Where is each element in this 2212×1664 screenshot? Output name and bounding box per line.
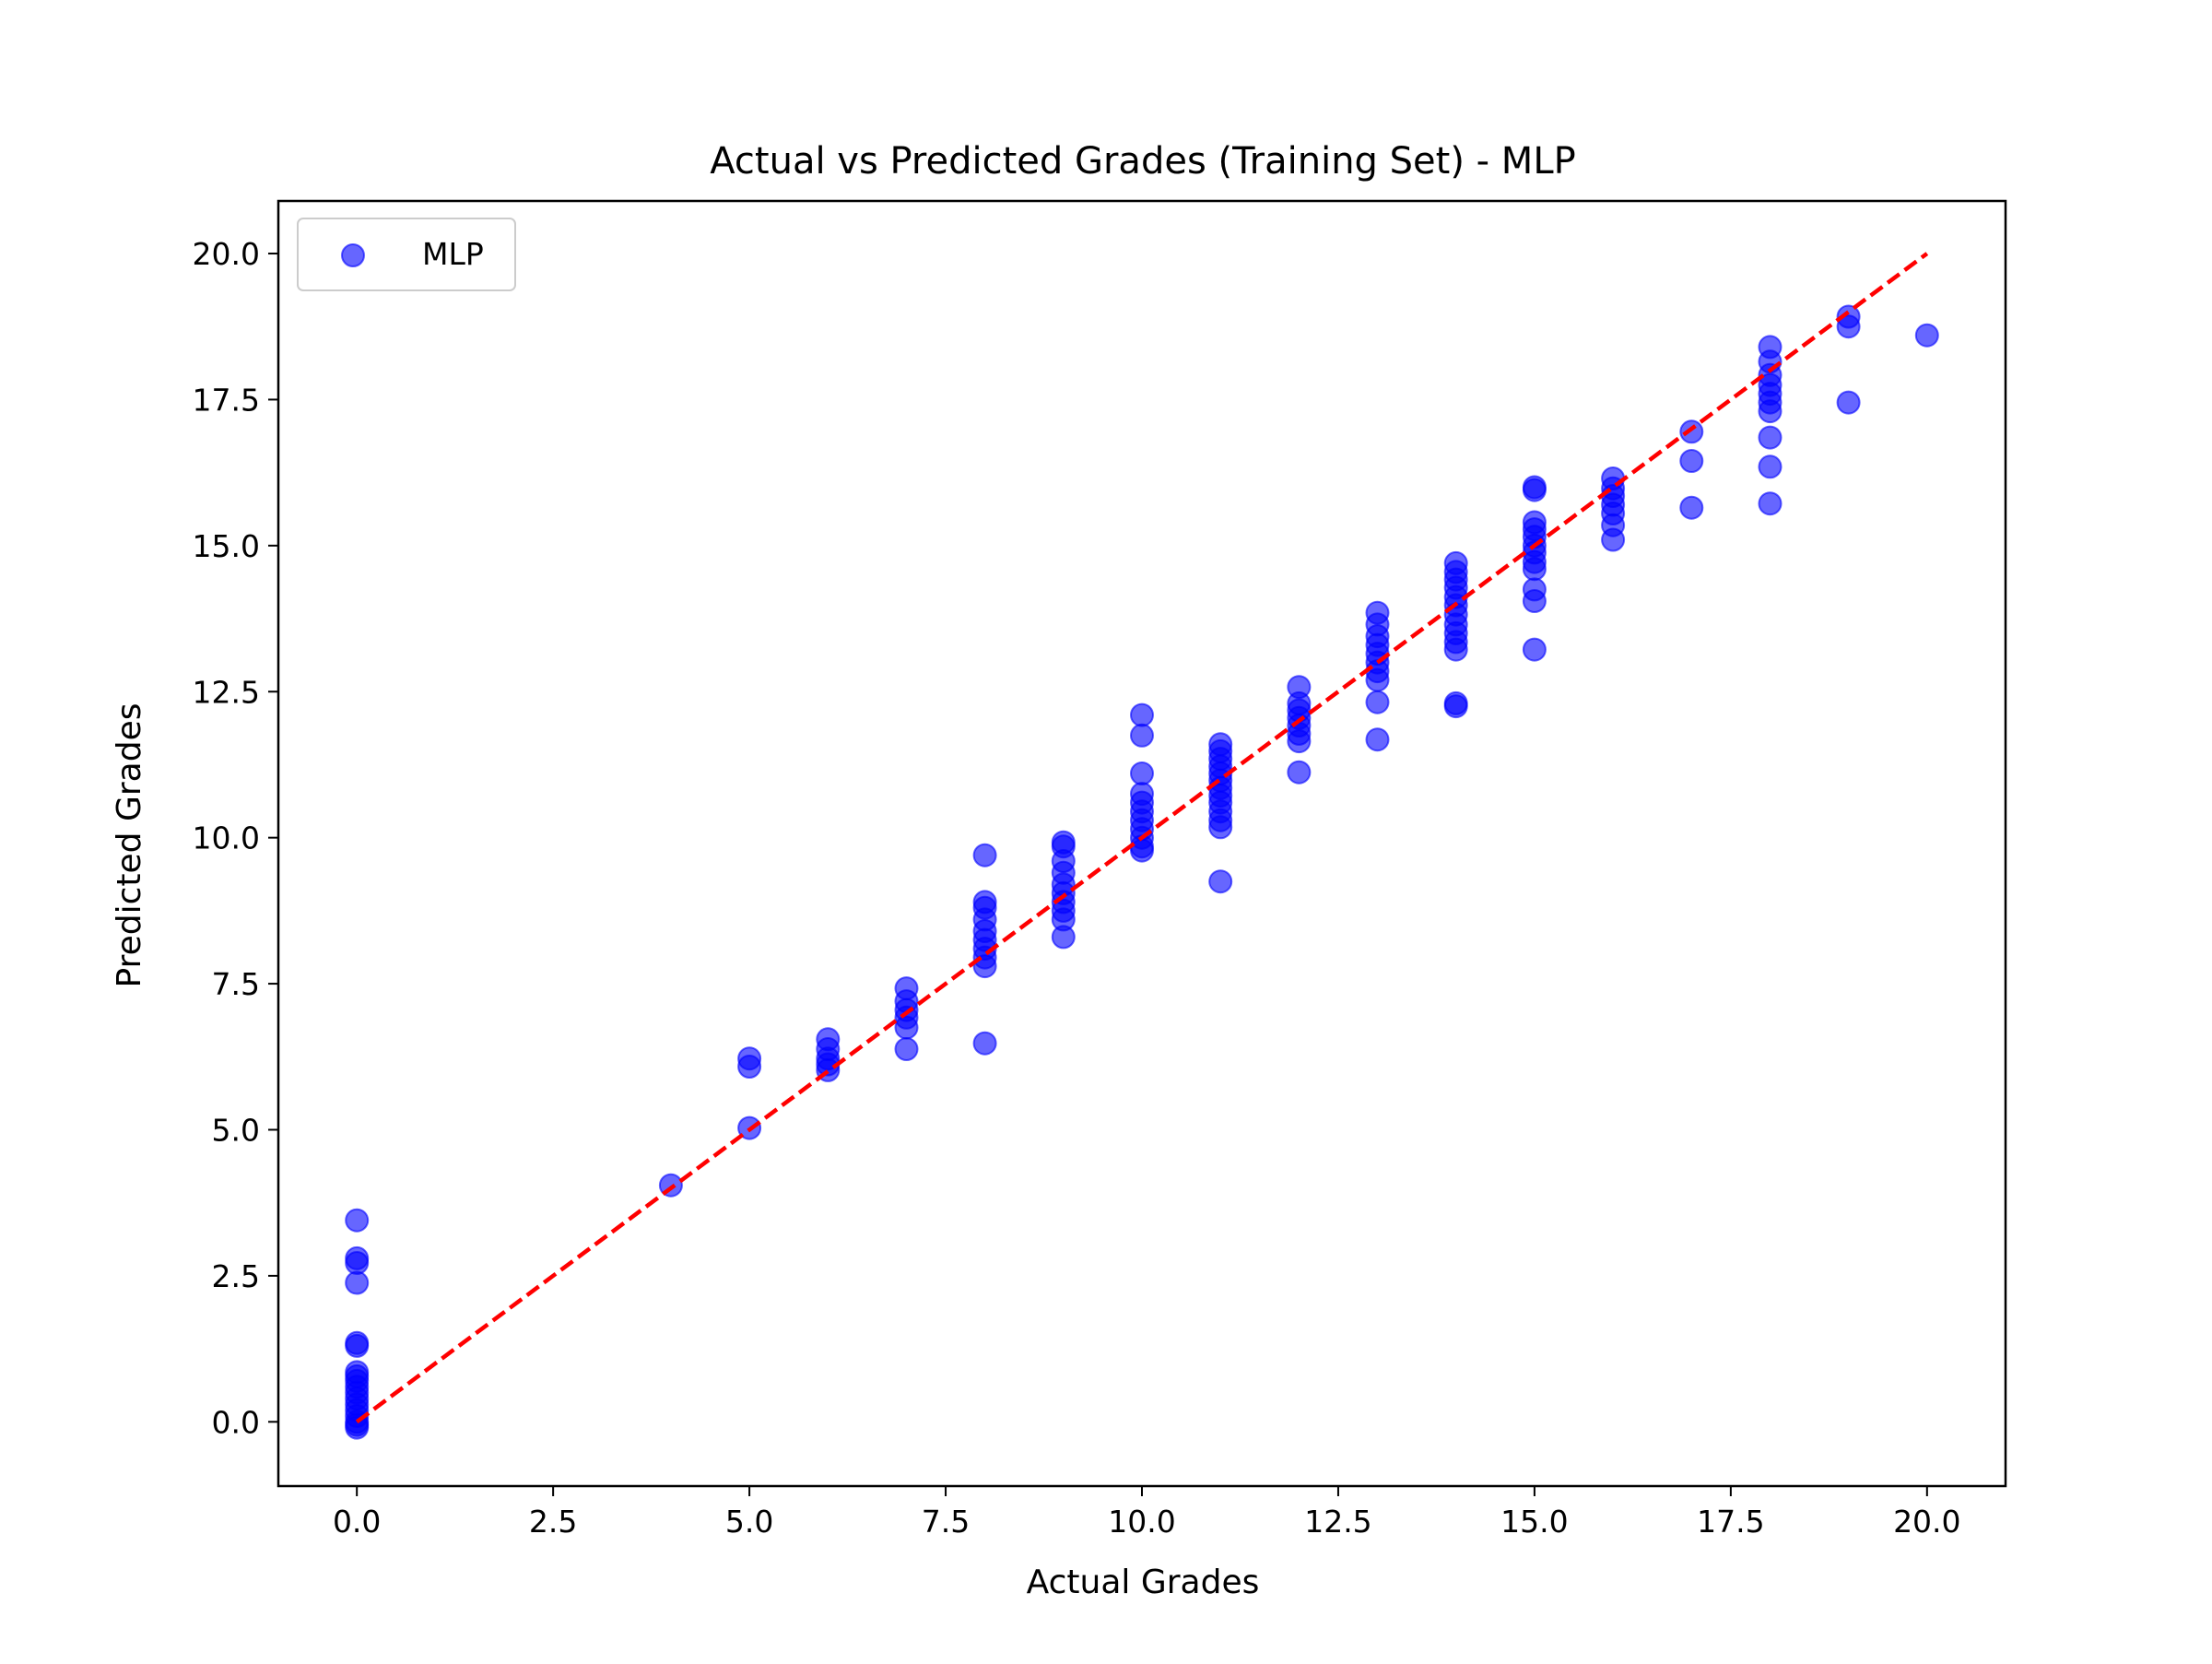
data-point xyxy=(1914,323,1939,348)
x-tick-label: 2.5 xyxy=(529,1504,577,1540)
data-point xyxy=(1836,314,1861,339)
data-point xyxy=(1130,838,1154,863)
y-tick-label: 5.0 xyxy=(212,1112,260,1148)
data-point xyxy=(1130,702,1154,727)
data-point xyxy=(1287,729,1312,754)
data-point xyxy=(1758,491,1783,516)
x-tick-label: 17.5 xyxy=(1697,1504,1764,1540)
y-axis-label: Predicted Grades xyxy=(111,703,148,988)
y-tick-label: 15.0 xyxy=(193,528,260,564)
x-tick-label: 12.5 xyxy=(1304,1504,1371,1540)
y-tick-label: 0.0 xyxy=(212,1404,260,1440)
x-axis-label: Actual Grades xyxy=(1027,1564,1260,1601)
data-point xyxy=(1522,637,1547,662)
data-point xyxy=(1679,449,1704,473)
data-point xyxy=(1130,723,1154,748)
x-tick-label: 20.0 xyxy=(1893,1504,1960,1540)
y-tick-label: 10.0 xyxy=(193,820,260,856)
data-point xyxy=(1679,495,1704,520)
data-point xyxy=(737,1055,762,1079)
legend: MLP xyxy=(297,218,516,291)
data-point xyxy=(894,1015,919,1040)
x-tick-label: 0.0 xyxy=(333,1504,381,1540)
data-point xyxy=(1208,815,1233,840)
x-tick-label: 15.0 xyxy=(1500,1504,1568,1540)
data-point xyxy=(345,1333,370,1358)
data-point xyxy=(1365,727,1390,752)
data-point xyxy=(894,1037,919,1061)
legend-marker xyxy=(341,243,365,267)
data-point xyxy=(1758,454,1783,479)
data-point xyxy=(1522,557,1547,582)
y-tick-label: 17.5 xyxy=(193,382,260,418)
data-point xyxy=(1601,527,1626,552)
data-point xyxy=(345,1415,370,1440)
data-point xyxy=(1130,761,1154,785)
data-point xyxy=(972,1031,997,1056)
y-tick-label: 7.5 xyxy=(212,966,260,1002)
legend-box xyxy=(297,218,516,291)
x-tick-label: 10.0 xyxy=(1108,1504,1175,1540)
data-point xyxy=(1758,425,1783,450)
data-point xyxy=(345,1270,370,1295)
y-tick-label: 20.0 xyxy=(193,236,260,272)
legend-label: MLP xyxy=(422,236,484,272)
chart-title: Actual vs Predicted Grades (Training Set… xyxy=(710,140,1575,183)
data-point xyxy=(1287,760,1312,785)
x-axis: 0.0 2.5 5.0 7.5 10.0 12.5 15.0 17.5 20.0 xyxy=(333,1486,1961,1540)
data-point xyxy=(1836,390,1861,415)
reference-line xyxy=(355,252,1929,1424)
data-point xyxy=(972,843,997,867)
data-point xyxy=(1051,925,1076,950)
data-point xyxy=(345,1251,370,1275)
data-point xyxy=(1365,690,1390,714)
data-point xyxy=(1522,478,1547,502)
data-point xyxy=(1758,399,1783,424)
data-point xyxy=(1679,419,1704,444)
data-point xyxy=(1208,869,1233,894)
data-point xyxy=(1522,589,1547,613)
y-axis: 0.0 2.5 5.0 7.5 10.0 12.5 15.0 17.5 20.0 xyxy=(193,236,278,1440)
x-tick-label: 5.0 xyxy=(725,1504,773,1540)
data-point xyxy=(1443,637,1468,662)
x-tick-label: 7.5 xyxy=(922,1504,970,1540)
data-point xyxy=(345,1208,370,1233)
data-point xyxy=(1443,694,1468,719)
y-tick-label: 12.5 xyxy=(193,674,260,710)
data-point xyxy=(1365,667,1390,692)
series-points xyxy=(345,304,1939,1440)
y-tick-label: 2.5 xyxy=(212,1258,260,1294)
